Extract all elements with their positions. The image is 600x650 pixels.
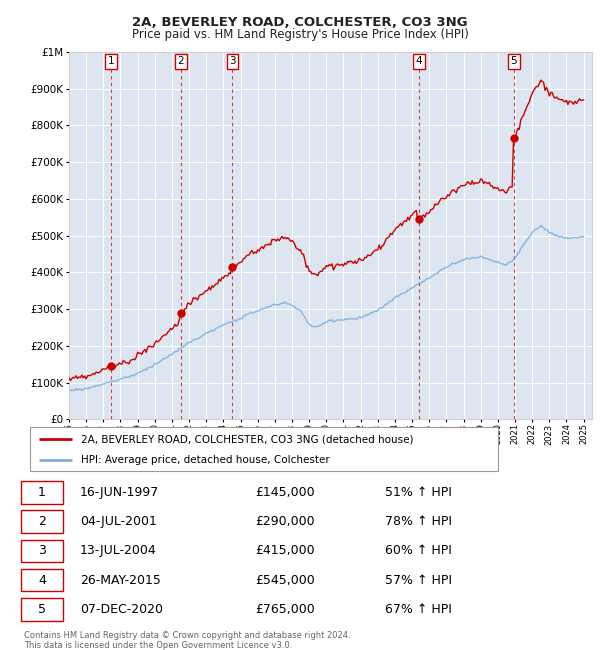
Text: 5: 5: [511, 56, 517, 66]
FancyBboxPatch shape: [21, 598, 63, 621]
Text: 3: 3: [38, 545, 46, 558]
Text: 16-JUN-1997: 16-JUN-1997: [80, 486, 159, 499]
Text: 51% ↑ HPI: 51% ↑ HPI: [385, 486, 451, 499]
Text: 4: 4: [38, 574, 46, 586]
FancyBboxPatch shape: [30, 427, 498, 471]
Text: £290,000: £290,000: [255, 515, 314, 528]
Text: 1: 1: [108, 56, 115, 66]
Text: 67% ↑ HPI: 67% ↑ HPI: [385, 603, 451, 616]
Text: 60% ↑ HPI: 60% ↑ HPI: [385, 545, 451, 558]
Text: 26-MAY-2015: 26-MAY-2015: [80, 574, 161, 586]
Text: 4: 4: [416, 56, 422, 66]
Text: 2: 2: [178, 56, 184, 66]
Text: 2A, BEVERLEY ROAD, COLCHESTER, CO3 3NG: 2A, BEVERLEY ROAD, COLCHESTER, CO3 3NG: [132, 16, 468, 29]
Text: 1: 1: [38, 486, 46, 499]
Text: 57% ↑ HPI: 57% ↑ HPI: [385, 574, 452, 586]
Text: £765,000: £765,000: [255, 603, 314, 616]
Text: 78% ↑ HPI: 78% ↑ HPI: [385, 515, 452, 528]
FancyBboxPatch shape: [21, 569, 63, 592]
Text: 04-JUL-2001: 04-JUL-2001: [80, 515, 157, 528]
Text: 07-DEC-2020: 07-DEC-2020: [80, 603, 163, 616]
Text: HPI: Average price, detached house, Colchester: HPI: Average price, detached house, Colc…: [82, 455, 330, 465]
Text: 3: 3: [229, 56, 236, 66]
Text: Price paid vs. HM Land Registry's House Price Index (HPI): Price paid vs. HM Land Registry's House …: [131, 28, 469, 41]
FancyBboxPatch shape: [21, 540, 63, 562]
Text: £145,000: £145,000: [255, 486, 314, 499]
Text: £545,000: £545,000: [255, 574, 314, 586]
Text: 2: 2: [38, 515, 46, 528]
Text: Contains HM Land Registry data © Crown copyright and database right 2024.
This d: Contains HM Land Registry data © Crown c…: [24, 630, 350, 650]
FancyBboxPatch shape: [21, 510, 63, 533]
Text: 2A, BEVERLEY ROAD, COLCHESTER, CO3 3NG (detached house): 2A, BEVERLEY ROAD, COLCHESTER, CO3 3NG (…: [82, 434, 414, 445]
Text: 5: 5: [38, 603, 46, 616]
Text: 13-JUL-2004: 13-JUL-2004: [80, 545, 157, 558]
Text: £415,000: £415,000: [255, 545, 314, 558]
FancyBboxPatch shape: [21, 481, 63, 504]
